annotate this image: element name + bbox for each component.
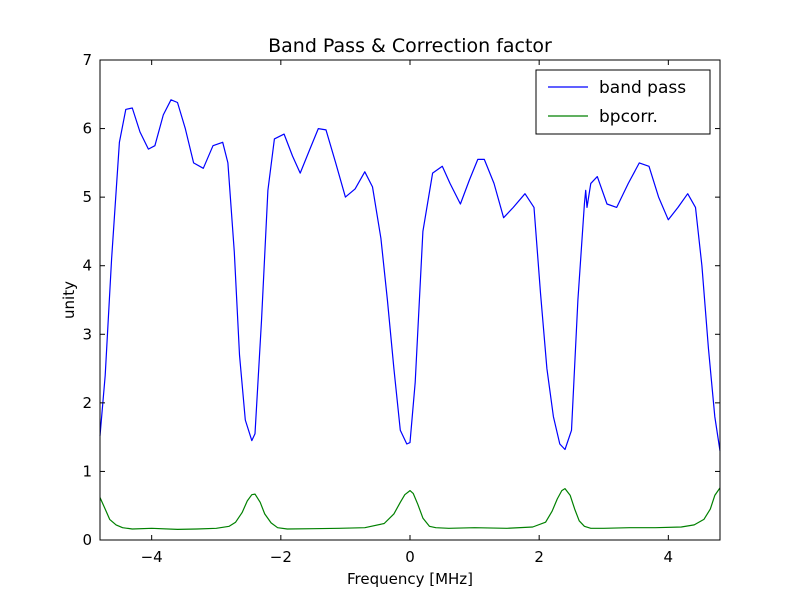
x-tick-label: 0 [405,548,415,566]
bpcorr-series-line [99,487,721,531]
series-layer [99,99,721,531]
plot-background [100,60,720,540]
legend-box [535,69,711,135]
y-tick-label: 2 [82,394,92,412]
x-axis-label: Frequency [MHz] [347,570,473,588]
x-tick-label: 4 [664,548,674,566]
y-axis-label: unity [60,281,78,319]
legend: band pass bpcorr. [535,69,711,135]
y-tick-label: 7 [82,51,92,69]
x-tick-label: −2 [270,548,292,566]
y-axis-ticks: 0 1 2 3 4 5 6 7 [82,51,720,549]
x-tick-label: 2 [534,548,544,566]
legend-bpcorr-label: bpcorr. [599,107,658,127]
y-tick-label: 6 [82,120,92,138]
y-tick-label: 4 [82,257,92,275]
band-pass-series-line [99,99,721,451]
chart-title: Band Pass & Correction factor [268,35,552,57]
y-tick-label: 3 [82,325,92,343]
plot-area [100,60,720,540]
x-tick-label: −4 [141,548,163,566]
y-tick-label: 1 [82,462,92,480]
legend-band-pass-label: band pass [599,78,686,98]
y-tick-label: 5 [82,188,92,206]
y-tick-label: 0 [82,531,92,549]
x-axis-ticks: −4 −2 0 2 4 [141,60,674,566]
